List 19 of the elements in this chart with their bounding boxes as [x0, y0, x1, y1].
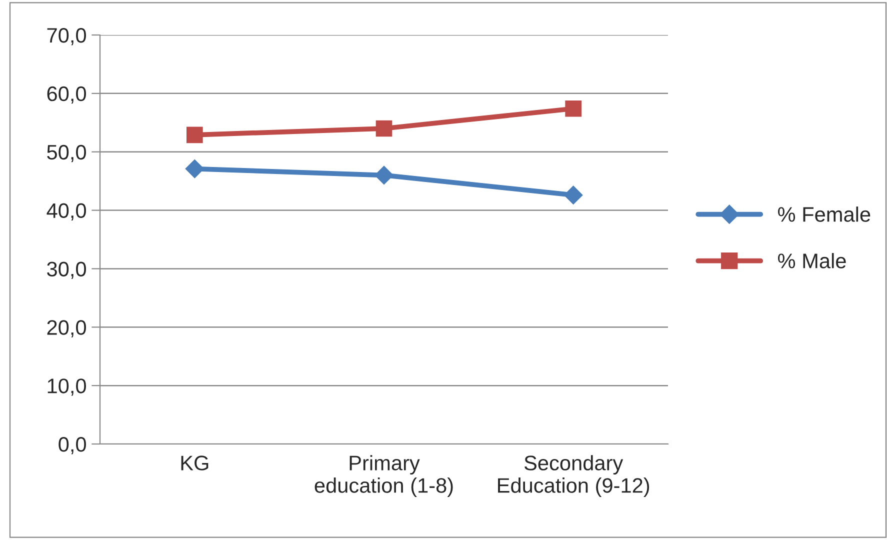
- legend-label: % Male: [778, 253, 846, 268]
- legend-label: % Female: [778, 206, 870, 222]
- x-tick-label: Secondary Education (9-12): [498, 455, 650, 497]
- point: [565, 100, 582, 117]
- y-tick-label: 40,0: [46, 203, 86, 220]
- point: [376, 120, 392, 137]
- y-tick-label: 20,0: [47, 320, 86, 338]
- y-tick-label: 50,0: [47, 144, 86, 162]
- x-tick-label: Primary education (1-8): [314, 455, 453, 497]
- y-tick-label: 10,0: [48, 378, 86, 396]
- point: [186, 126, 203, 144]
- y-tick-label: 0,0: [58, 437, 86, 454]
- y-tick-label: 30,0: [47, 262, 86, 279]
- y-tick-label: 70,0: [47, 28, 86, 46]
- point: [374, 166, 394, 185]
- point: [564, 186, 583, 204]
- y-tick-label: 60,0: [47, 86, 86, 104]
- point: [185, 159, 204, 178]
- x-tick-label: KG: [181, 456, 208, 470]
